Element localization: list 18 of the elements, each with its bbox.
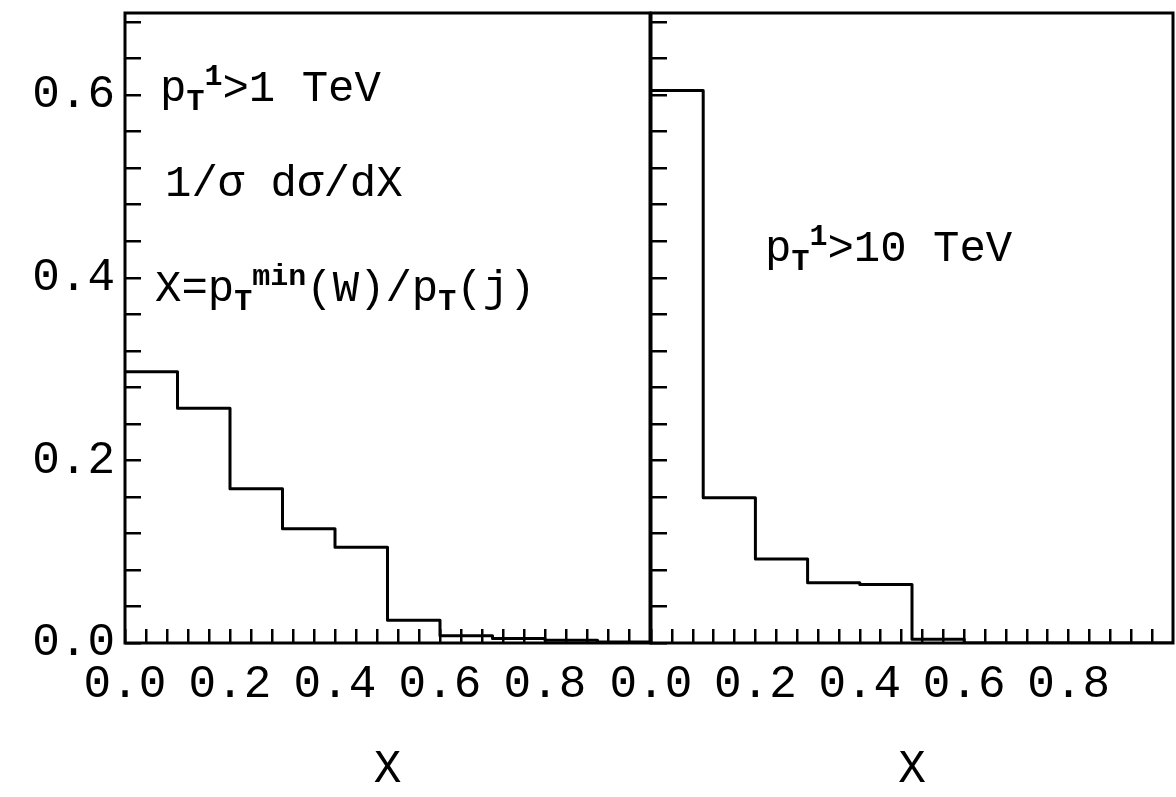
x-tick-label: 0.6 [398,658,482,711]
x-tick-label: 0.6 [922,658,1006,711]
x-tick-label: 0.2 [713,658,797,711]
x-tick-label: 0.4 [293,658,377,711]
y-tick-label: 0.6 [32,69,115,122]
x-tick-label: 0.4 [818,658,902,711]
x-tick-label: 0.8 [503,658,587,711]
annotation: p$_{T}$$^{1}$>10 TeV [765,220,1013,280]
x-axis-title: X [898,743,926,796]
annotation: 1/σ dσ/dX [165,159,403,209]
x-tick-label: 0.2 [188,658,272,711]
annotation: p$_{T}$$^{1}$>1 TeV [160,60,381,120]
y-tick-label: 0.4 [32,251,115,304]
y-tick-label: 0.2 [32,434,115,487]
annotation: X=p$_{T}$$^{min}$(W)/p$_{T}$(j) [155,260,536,320]
x-tick-label: 0.8 [1027,658,1111,711]
x-tick-label: 0.0 [609,658,693,711]
x-axis-title: X [373,743,402,796]
